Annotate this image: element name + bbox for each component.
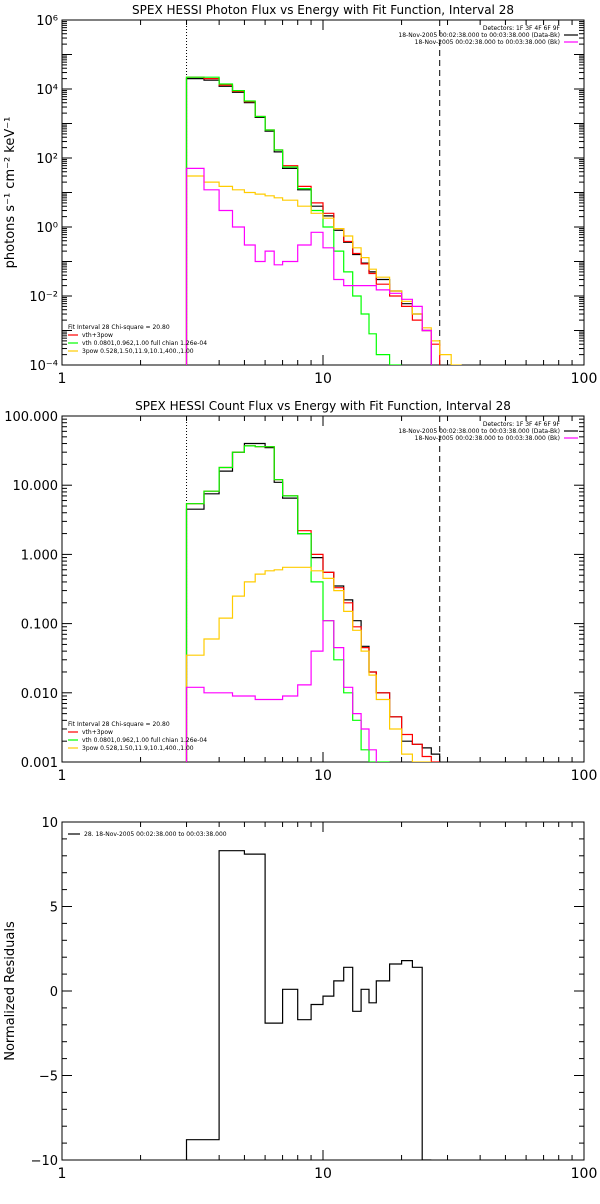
plot-1-legend-bl-text: vth+3pow bbox=[82, 729, 113, 736]
plot-1-legend-bl-text: Fit Interval 28 Chi-square = 20.80 bbox=[68, 721, 170, 728]
plot-2-ytick-label: −10 bbox=[31, 1154, 58, 1169]
plot-2-xtick-label: 10 bbox=[314, 1166, 332, 1182]
plot-0-ytick-label: 10⁶ bbox=[36, 14, 58, 29]
plot-1-xtick-label: 100 bbox=[571, 768, 598, 784]
plot-0-ytick-label: 10⁻⁴ bbox=[29, 359, 58, 374]
plot-2-legend-tl-text: 28. 18-Nov-2005 00:02:38.000 to 00:03:38… bbox=[84, 831, 227, 838]
plot-1-ytick-label: 100.000 bbox=[4, 410, 58, 425]
plot-2-xtick-label: 100 bbox=[571, 1166, 598, 1182]
plot-0-legend-bl-text: vth+3pow bbox=[82, 332, 113, 339]
plot-0-series-2 bbox=[185, 76, 402, 365]
plot-0-ylabel: photons s⁻¹ cm⁻² keV⁻¹ bbox=[3, 117, 18, 269]
plot-0-title: SPEX HESSI Photon Flux vs Energy with Fi… bbox=[132, 3, 514, 17]
plot-1-series-1 bbox=[185, 445, 440, 762]
plot-2-frame bbox=[61, 821, 585, 1161]
plot-0-series-0 bbox=[185, 78, 432, 365]
plot-2-ytick-label: 5 bbox=[50, 901, 58, 916]
plot-0-ytick-label: 10⁴ bbox=[36, 83, 58, 98]
plot-1-legend-tr-text: Detectors: 1F 3F 4F 6F 9F bbox=[483, 421, 561, 428]
plot-0-legend-tr-text: Detectors: 1F 3F 4F 6F 9F bbox=[483, 25, 561, 32]
plot-0-legend-bl-text: vth 0.0801,0.962,1.00 full chian 1.26e-0… bbox=[82, 340, 207, 347]
plot-1-ytick-label: 10.000 bbox=[13, 479, 59, 494]
plot-2-ylabel: Normalized Residuals bbox=[3, 921, 18, 1061]
plot-1-ytick-label: 0.010 bbox=[21, 687, 58, 702]
plot-0-legend-tr-text: 18-Nov-2005 00:02:38.000 to 00:03:38.000… bbox=[398, 32, 560, 39]
plot-0-ytick-label: 10⁻² bbox=[29, 290, 58, 305]
plot-0-xtick-label: 100 bbox=[571, 371, 598, 387]
plot-1-series-2 bbox=[185, 445, 390, 762]
plot-2-xtick-label: 1 bbox=[58, 1166, 67, 1182]
plot-1-series-4 bbox=[185, 620, 377, 762]
plot-2-series-0 bbox=[185, 850, 432, 1160]
plot-1-series-3 bbox=[185, 566, 432, 762]
plot-1-xtick-label: 10 bbox=[314, 768, 332, 784]
plot-0-ytick-label: 10⁰ bbox=[36, 221, 58, 236]
plot-2-ytick-label: 0 bbox=[50, 985, 58, 1000]
plot-1-series-0 bbox=[185, 442, 441, 762]
plot-1-legend-tr-text: 18-Nov-2005 00:02:38.000 to 00:03:38.000… bbox=[398, 428, 560, 435]
plot-0-series-1 bbox=[185, 76, 441, 365]
plot-1-legend-bl-text: 3pow 0.528,1.50,11.9,10.1,400.,1.00 bbox=[82, 745, 194, 752]
plot-0-legend-bl-text: 3pow 0.528,1.50,11.9,10.1,400.,1.00 bbox=[82, 348, 194, 355]
plot-1-legend-bl-text: vth 0.0801,0.962,1.00 full chian 1.26e-0… bbox=[82, 737, 207, 744]
plot-0-xtick-label: 10 bbox=[314, 371, 332, 387]
plot-2-ytick-label: −5 bbox=[39, 1070, 58, 1085]
plot-1-legend-tr-text: 18-Nov-2005 00:02:38.000 to 00:03:38.000… bbox=[415, 435, 560, 442]
plot-0-xtick-label: 1 bbox=[58, 371, 67, 387]
plot-0-series-3 bbox=[185, 175, 462, 365]
plot-0-frame bbox=[61, 19, 585, 366]
plot-1-ytick-label: 1.000 bbox=[21, 548, 58, 563]
plot-1-ytick-label: 0.001 bbox=[21, 756, 58, 771]
plot-1-ytick-label: 0.100 bbox=[21, 618, 58, 633]
plot-0-series-4 bbox=[185, 167, 432, 365]
plot-2-ytick-label: 10 bbox=[41, 816, 58, 831]
plot-0-ytick-label: 10² bbox=[36, 152, 58, 167]
plot-0-legend-tr-text: 18-Nov-2005 00:02:38.000 to 00:03:38.000… bbox=[415, 39, 560, 46]
plot-0-legend-bl-text: Fit Interval 28 Chi-square = 20.80 bbox=[68, 324, 170, 331]
plot-1-xtick-label: 1 bbox=[58, 768, 67, 784]
plot-1-title: SPEX HESSI Count Flux vs Energy with Fit… bbox=[135, 399, 511, 413]
